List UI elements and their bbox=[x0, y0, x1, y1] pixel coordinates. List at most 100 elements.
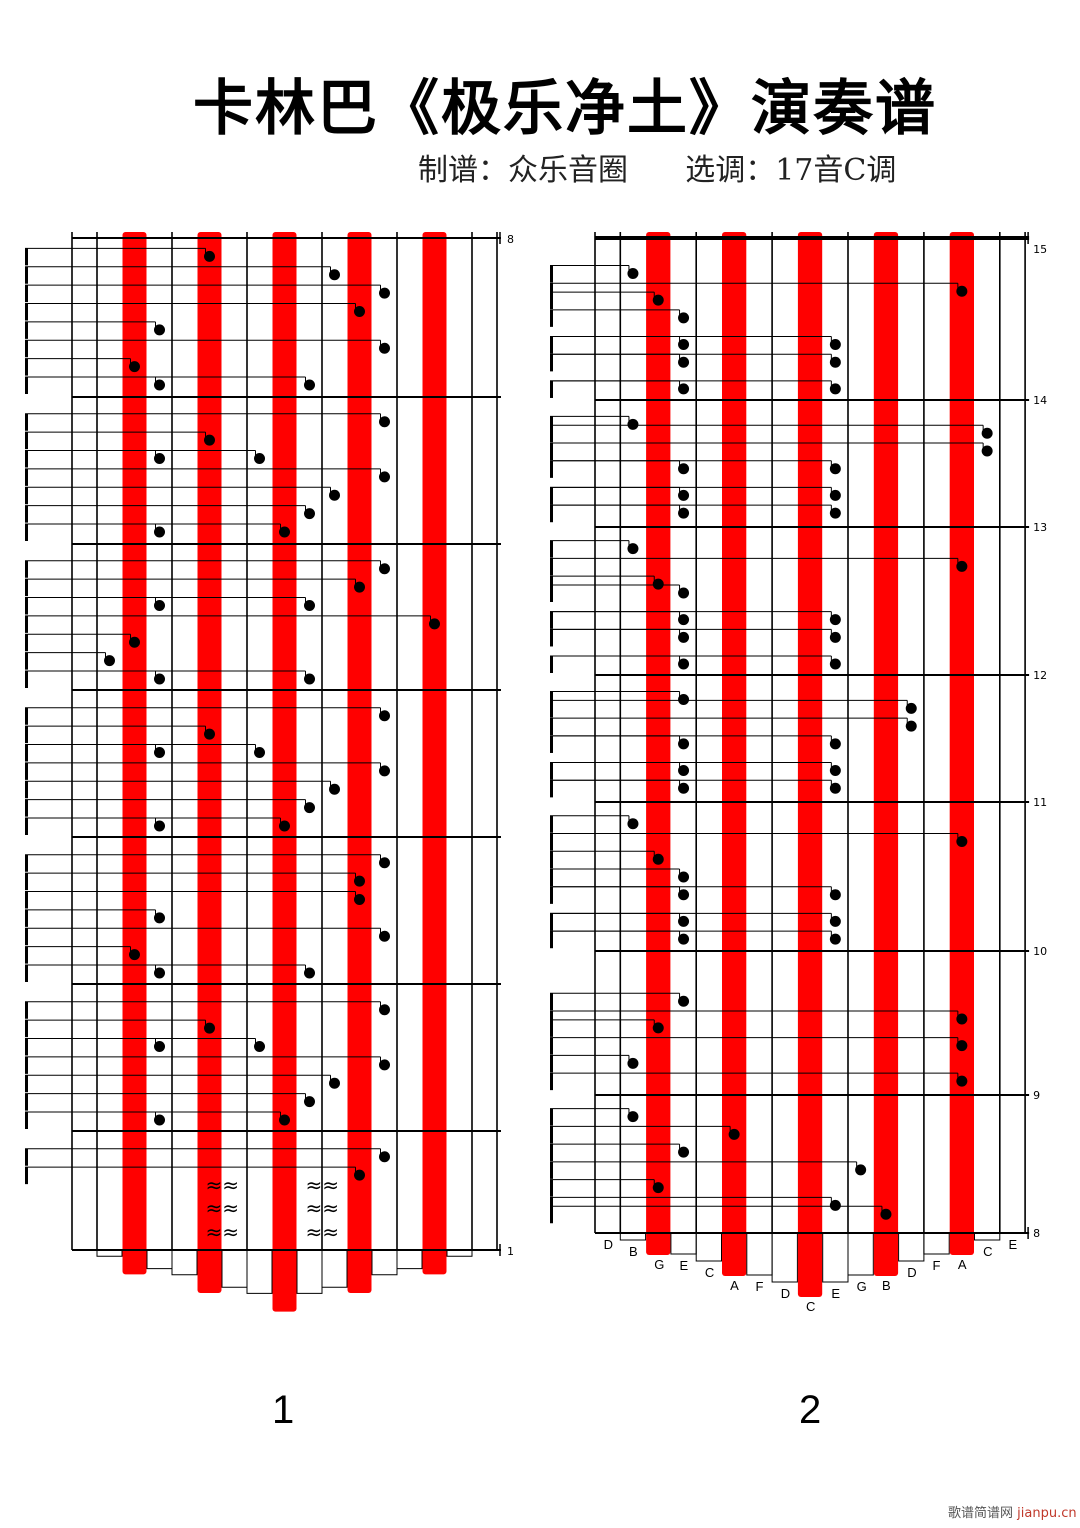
note-dot bbox=[129, 361, 140, 373]
note-dot bbox=[154, 600, 165, 611]
note-bracket-tick bbox=[25, 854, 28, 872]
watermark: 歌谱简谱网 jianpu.cn bbox=[948, 1502, 1077, 1521]
note-dot bbox=[678, 587, 690, 599]
note-bracket-tick bbox=[550, 354, 553, 372]
note-bracket-tick bbox=[550, 700, 553, 718]
note-bracket-tick bbox=[25, 1056, 28, 1074]
tine-label: G bbox=[857, 1279, 867, 1294]
note-dot bbox=[905, 702, 917, 714]
note-dot bbox=[678, 614, 690, 626]
note-bracket-tick bbox=[25, 873, 28, 891]
note-dot bbox=[154, 379, 165, 391]
note-dot bbox=[279, 820, 290, 832]
note-bracket-tick bbox=[550, 886, 553, 904]
note-bracket-tick bbox=[550, 1055, 553, 1073]
tine-key-C bbox=[695, 1233, 722, 1262]
note-dot bbox=[627, 418, 639, 430]
measure-number: 10 bbox=[1033, 945, 1047, 958]
note-bracket-tick bbox=[25, 468, 28, 486]
note-bracket-tick bbox=[25, 303, 28, 321]
note-dot bbox=[354, 581, 365, 593]
note-dot bbox=[379, 342, 390, 354]
note-dot bbox=[304, 1096, 315, 1108]
note-bracket-tick bbox=[25, 450, 28, 468]
note-bracket-tick bbox=[25, 928, 28, 946]
tremolo-mark: ≈≈ bbox=[206, 1196, 240, 1220]
note-bracket-tick bbox=[25, 432, 28, 450]
note-bracket-tick bbox=[25, 524, 28, 541]
note-bracket-tick bbox=[25, 1020, 28, 1038]
tine-highlight-C bbox=[272, 232, 297, 1312]
note-bracket-tick bbox=[25, 1112, 28, 1129]
tine-key-E bbox=[296, 1250, 323, 1294]
note-bracket-tick bbox=[25, 818, 28, 835]
note-dot bbox=[829, 463, 841, 475]
measure-number: 12 bbox=[1033, 669, 1047, 682]
note-dot bbox=[129, 636, 140, 648]
note-dot bbox=[956, 836, 968, 847]
note-bracket-tick bbox=[550, 1161, 553, 1179]
tine-key-G bbox=[321, 1250, 348, 1288]
tine-highlight-C bbox=[797, 232, 823, 1297]
note-dot bbox=[829, 889, 841, 901]
tine-highlight-A bbox=[422, 232, 447, 1275]
note-bracket-tick bbox=[25, 615, 28, 633]
note-dot bbox=[154, 453, 165, 464]
tine-highlight-A bbox=[949, 232, 974, 1255]
note-bracket-tick bbox=[550, 558, 553, 576]
note-dot bbox=[154, 747, 165, 758]
note-bracket-tick bbox=[25, 505, 28, 523]
tine-key-D bbox=[898, 1233, 925, 1262]
note-dot bbox=[956, 560, 968, 572]
note-bracket-tick bbox=[550, 869, 553, 886]
note-dot bbox=[354, 306, 365, 317]
tine-key-F bbox=[396, 1250, 423, 1270]
note-dot bbox=[379, 765, 390, 777]
sheet-subtitle: 制谱：众乐音圈 选调：17音C调 bbox=[418, 145, 896, 189]
measure-number: 15 bbox=[1033, 243, 1047, 256]
note-dot bbox=[829, 339, 841, 350]
note-dot bbox=[905, 720, 917, 732]
note-bracket-tick bbox=[550, 993, 553, 1011]
note-bracket-tick bbox=[550, 1179, 553, 1197]
tine-highlight-A bbox=[722, 232, 747, 1276]
note-dot bbox=[154, 526, 165, 538]
note-dot bbox=[678, 463, 690, 475]
tine-key-C bbox=[446, 1250, 473, 1257]
note-bracket-tick bbox=[25, 909, 28, 927]
tine-label: D bbox=[907, 1265, 916, 1280]
note-bracket-tick bbox=[550, 611, 553, 629]
note-dot bbox=[829, 489, 841, 501]
note-dot bbox=[652, 294, 664, 306]
tine-label: A bbox=[958, 1257, 967, 1272]
note-dot bbox=[981, 445, 993, 457]
tine-key-D bbox=[371, 1250, 398, 1276]
note-bracket-tick bbox=[25, 413, 28, 431]
tine-key-E bbox=[822, 1233, 849, 1283]
note-dot bbox=[880, 1208, 892, 1220]
note-dot bbox=[829, 915, 841, 927]
note-bracket-tick bbox=[550, 585, 553, 602]
note-bracket-tick bbox=[550, 913, 553, 931]
note-dot bbox=[329, 489, 340, 501]
note-dot bbox=[678, 995, 690, 1007]
tine-label: B bbox=[882, 1278, 891, 1293]
note-dot bbox=[379, 1004, 390, 1016]
note-dot bbox=[652, 1182, 664, 1194]
note-dot bbox=[279, 526, 290, 538]
note-dot bbox=[956, 285, 968, 297]
note-bracket-tick bbox=[550, 443, 553, 460]
note-bracket-tick bbox=[550, 425, 553, 443]
note-dot bbox=[204, 1022, 215, 1034]
note-bracket-tick bbox=[550, 762, 553, 780]
note-bracket-tick bbox=[25, 744, 28, 762]
note-dot bbox=[652, 578, 664, 590]
note-dot bbox=[829, 383, 841, 395]
measure-number: 8 bbox=[1033, 1227, 1040, 1240]
note-bracket-tick bbox=[25, 946, 28, 964]
note-dot bbox=[678, 658, 690, 670]
note-bracket-tick bbox=[25, 781, 28, 799]
note-bracket-tick bbox=[550, 735, 553, 753]
tine-label: C bbox=[983, 1244, 992, 1259]
note-bracket-tick bbox=[550, 1108, 553, 1126]
